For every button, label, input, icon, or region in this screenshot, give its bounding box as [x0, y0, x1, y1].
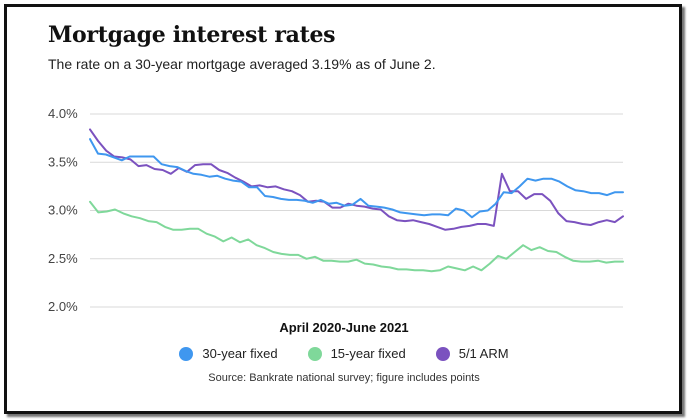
- legend-item-30-year[interactable]: 30-year fixed: [179, 346, 278, 361]
- legend-label: 30-year fixed: [202, 346, 278, 361]
- y-axis-ticks: 2.0% 2.5% 3.0% 3.5% 4.0%: [48, 106, 78, 314]
- series-line-15-year-fixed: [89, 200, 624, 273]
- y-tick-label: 2.0%: [48, 299, 78, 314]
- circle-icon: [179, 346, 194, 361]
- y-tick-label: 3.5%: [48, 154, 78, 169]
- legend-item-5-1-arm[interactable]: 5/1 ARM: [435, 346, 509, 361]
- y-tick-label: 3.0%: [48, 203, 78, 218]
- legend-label: 5/1 ARM: [458, 346, 509, 361]
- y-tick-label: 2.5%: [48, 251, 78, 266]
- legend-label: 15-year fixed: [330, 346, 406, 361]
- chart-subtitle: The rate on a 30-year mortgage averaged …: [48, 56, 436, 72]
- x-axis-label: April 2020-June 2021: [279, 320, 409, 335]
- gridlines: [90, 113, 623, 308]
- circle-icon: [435, 346, 450, 361]
- legend-item-15-year[interactable]: 15-year fixed: [307, 346, 406, 361]
- chart-title: Mortgage interest rates: [48, 22, 336, 48]
- series-lines: [89, 128, 624, 273]
- y-tick-label: 4.0%: [48, 106, 78, 121]
- series-line-30-year-fixed: [89, 138, 624, 219]
- circle-icon: [307, 346, 322, 361]
- source-note: Source: Bankrate national survey; figure…: [208, 372, 480, 384]
- legend: 30-year fixed 15-year fixed 5/1 ARM: [0, 346, 688, 361]
- chart-frame: [4, 4, 682, 414]
